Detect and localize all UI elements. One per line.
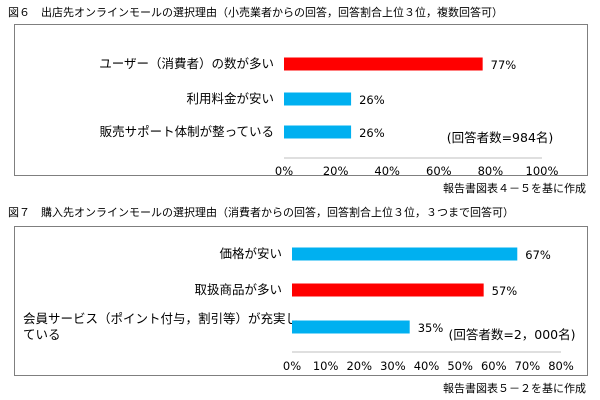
fig7-category-label: 取扱商品が多い <box>194 282 282 297</box>
fig7-x-tick-label: 10% <box>313 359 339 373</box>
fig7-category-label: 会員サービス（ポイント付与，割引等）が充実している <box>23 311 298 342</box>
fig7-value-label: 35% <box>418 321 444 335</box>
fig6-category-label: 利用料金が安い <box>186 91 274 106</box>
figure-6-source: 報告書図表４－５を基に作成 <box>443 182 586 195</box>
fig6-value-label: 26% <box>359 93 385 107</box>
figure-7-source: 報告書図表５－２を基に作成 <box>443 382 586 395</box>
fig6-category-label: 販売サポート体制が整っている <box>100 124 274 139</box>
fig7-x-tick-label: 20% <box>346 359 372 373</box>
fig6-x-tick-label: 0% <box>275 164 293 175</box>
fig7-value-label: 57% <box>492 284 518 298</box>
fig7-bar <box>292 320 410 334</box>
fig6-value-label: 77% <box>491 58 517 72</box>
fig7-x-tick-label: 40% <box>414 359 440 373</box>
fig6-bar <box>284 57 483 71</box>
fig6-x-tick-label: 100% <box>526 164 559 175</box>
fig7-category-label: 価格が安い <box>219 246 282 261</box>
fig7-value-label: 67% <box>525 248 551 262</box>
fig6-bar <box>284 125 352 139</box>
fig7-x-tick-label: 80% <box>548 359 574 373</box>
fig6-value-label: 26% <box>359 126 385 140</box>
fig6-x-tick-label: 60% <box>426 164 452 175</box>
fig7-bar <box>292 283 484 297</box>
fig6-bar <box>284 92 352 106</box>
fig6-x-tick-label: 20% <box>323 164 349 175</box>
fig6-x-tick-label: 40% <box>374 164 400 175</box>
figure-7-box: 価格が安い取扱商品が多い会員サービス（ポイント付与，割引等）が充実している 67%… <box>14 226 588 376</box>
fig7-category-label-line: ている <box>23 327 61 342</box>
figure-6-box: ユーザー（消費者）の数が多い利用料金が安い販売サポート体制が整っている 77% 26… <box>14 24 588 176</box>
figure-7-title: 図７ 購入先オンラインモールの選択理由（消費者からの回答，回答割合上位３位，３つ… <box>8 206 514 219</box>
fig6-category-label: ユーザー（消費者）の数が多い <box>99 56 274 71</box>
fig7-x-tick-label: 30% <box>380 359 406 373</box>
figure-6-title: 図６ 出店先オンラインモールの選択理由（小売業者からの回答，回答割合上位３位，複… <box>8 6 503 19</box>
fig6-respondents-note: (回答者数=984名) <box>447 130 554 145</box>
fig7-x-tick-label: 60% <box>481 359 507 373</box>
fig7-respondents-note: (回答者数=2，000名) <box>448 327 575 342</box>
fig7-x-tick-label: 70% <box>515 359 541 373</box>
fig7-category-label-line: 会員サービス（ポイント付与，割引等）が充実し <box>23 311 298 326</box>
fig7-x-tick-label: 0% <box>283 359 301 373</box>
fig7-x-tick-label: 50% <box>447 359 473 373</box>
fig6-x-tick-label: 80% <box>478 164 504 175</box>
fig7-bar <box>292 247 518 261</box>
